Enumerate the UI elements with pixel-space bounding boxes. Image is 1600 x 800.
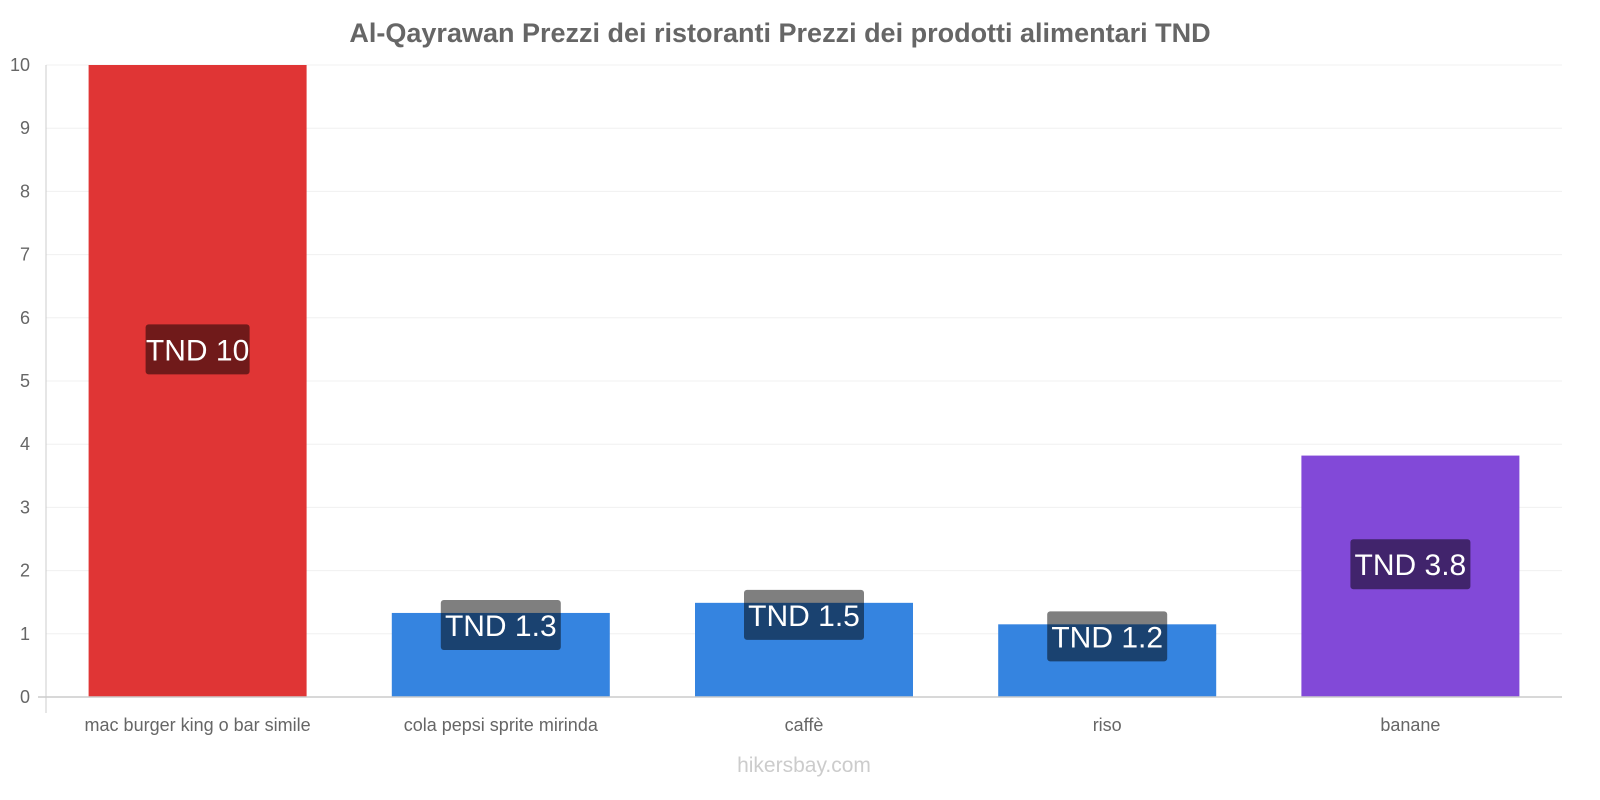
source-watermark: hikersbay.com	[737, 754, 871, 777]
y-tick-label: 9	[20, 118, 30, 138]
y-tick-label: 3	[20, 497, 30, 517]
x-tick-label: banane	[1380, 715, 1440, 735]
y-tick-label: 7	[20, 245, 30, 265]
y-tick-label: 6	[20, 308, 30, 328]
data-label-box	[1350, 539, 1471, 590]
data-label-box	[145, 324, 250, 375]
data-label: TND 1.3	[445, 610, 557, 643]
data-label: TND 1.2	[1051, 621, 1163, 654]
x-tick-label: riso	[1093, 715, 1122, 735]
y-tick-label: 1	[20, 624, 30, 644]
x-tick-label: caffè	[785, 715, 824, 735]
bar	[88, 65, 307, 697]
chart-title: Al-Qayrawan Prezzi dei ristoranti Prezzi…	[349, 18, 1210, 48]
data-label-box	[744, 589, 864, 640]
data-label: TND 3.8	[1355, 549, 1467, 582]
data-label-box	[1047, 611, 1168, 662]
data-label: TND 1.5	[748, 600, 860, 633]
data-label-box	[440, 599, 561, 650]
x-tick-label: mac burger king o bar simile	[85, 715, 311, 735]
y-tick-label: 5	[20, 371, 30, 391]
data-label: TND 10	[146, 334, 249, 367]
y-tick-label: 10	[10, 55, 30, 75]
y-tick-label: 2	[20, 561, 30, 581]
y-tick-label: 4	[20, 434, 30, 454]
y-tick-label: 0	[20, 687, 30, 707]
x-tick-label: cola pepsi sprite mirinda	[404, 715, 599, 735]
y-tick-label: 8	[20, 181, 30, 201]
